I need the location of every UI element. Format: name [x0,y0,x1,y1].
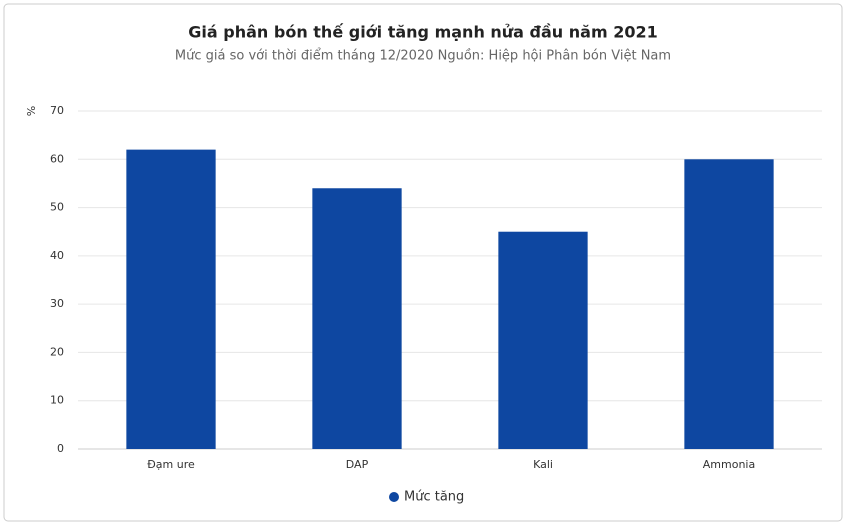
chart-subtitle: Mức giá so với thời điểm tháng 12/2020 N… [175,49,671,64]
legend-marker [389,492,399,502]
y-tick-label: 30 [50,297,64,310]
bar [126,149,216,449]
y-tick-label: 60 [50,152,64,165]
x-tick-label: DAP [346,458,369,471]
bar [684,159,774,450]
y-tick-label: 0 [57,442,64,455]
bar [498,231,588,449]
x-tick-label: Đạm ure [147,458,195,471]
y-tick-label: 70 [50,104,64,117]
chart-title: Giá phân bón thế giới tăng mạnh nửa đầu … [188,23,657,42]
y-tick-label: 40 [50,249,64,262]
legend-label: Mức tăng [404,490,464,505]
x-tick-label: Kali [533,458,553,471]
y-tick-label: 10 [50,394,64,407]
y-tick-label: 20 [50,345,64,358]
x-tick-label: Ammonia [703,458,755,471]
y-axis-label: % [25,106,38,116]
y-tick-label: 50 [50,201,64,214]
bar [312,188,402,449]
